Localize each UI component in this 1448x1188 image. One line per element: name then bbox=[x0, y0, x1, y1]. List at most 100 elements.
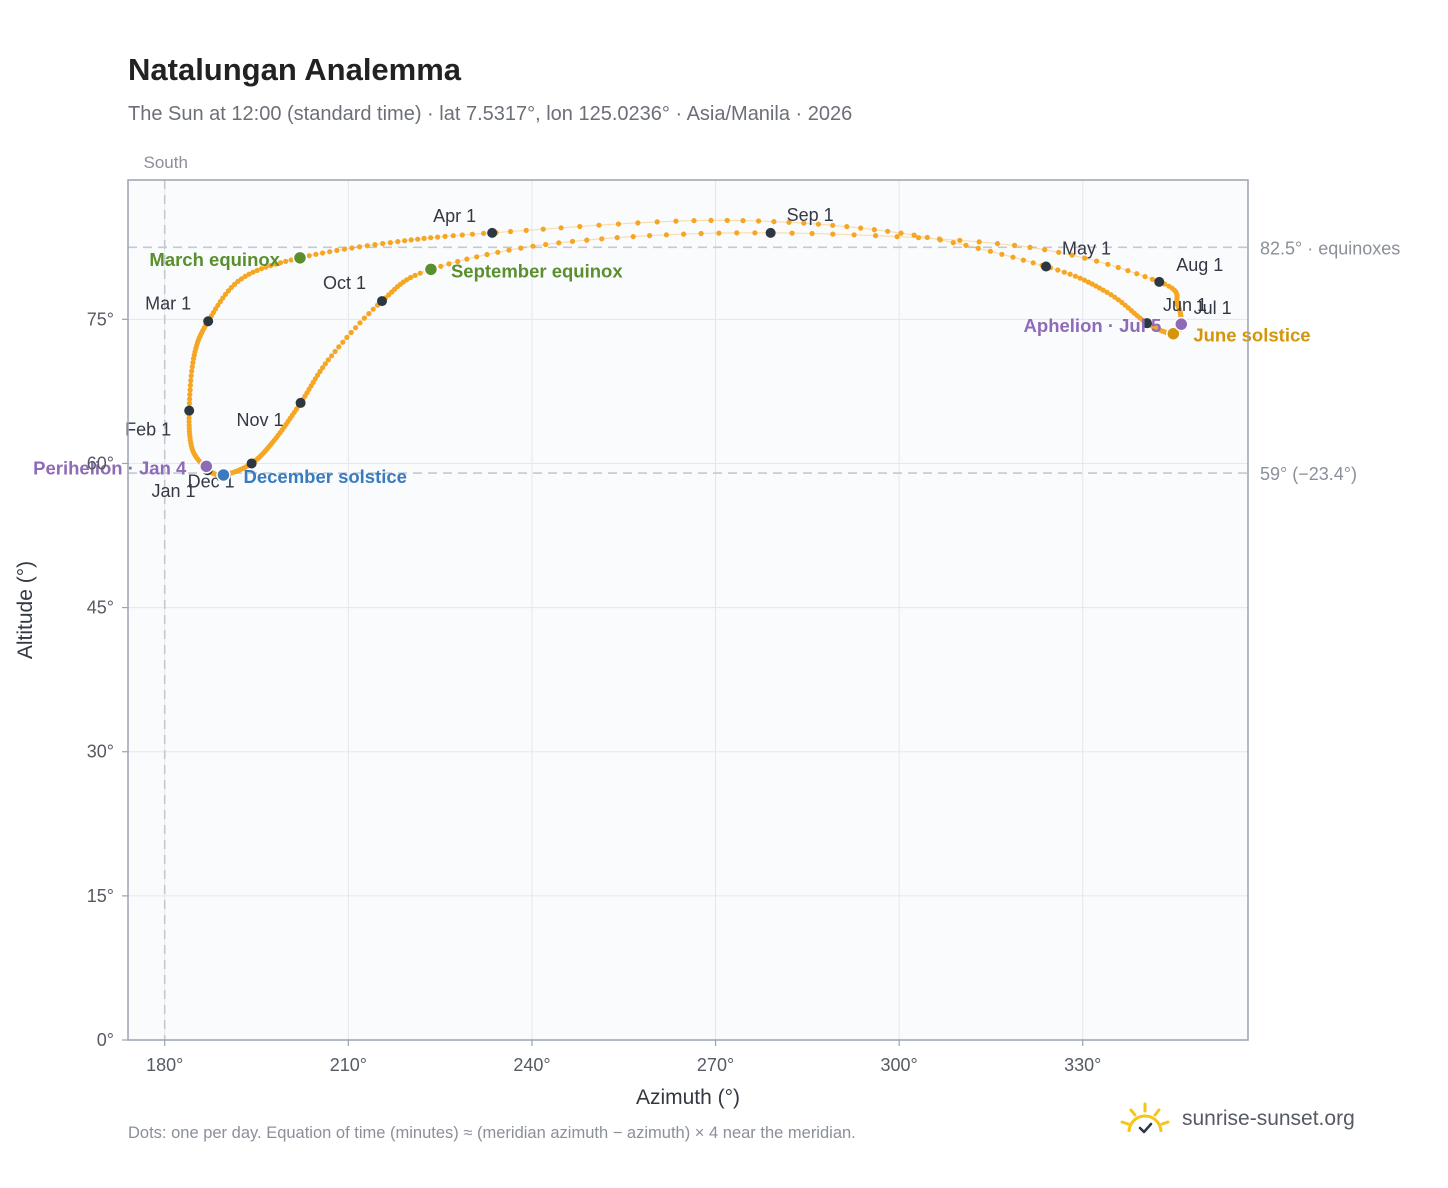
daily-dot bbox=[752, 230, 758, 236]
daily-dot bbox=[851, 232, 857, 238]
event-marker bbox=[216, 467, 231, 483]
daily-dot bbox=[523, 227, 529, 233]
daily-dot bbox=[994, 241, 1001, 247]
x-tick-label: 210° bbox=[330, 1055, 367, 1075]
daily-dot bbox=[558, 225, 564, 231]
daily-dot bbox=[924, 234, 930, 240]
daily-dot bbox=[809, 230, 815, 237]
daily-dot bbox=[830, 231, 836, 237]
month-label: Nov 1 bbox=[237, 410, 284, 430]
y-axis-label: Altitude (°) bbox=[14, 561, 37, 659]
month-marker bbox=[487, 227, 498, 238]
y-tick-label: 15° bbox=[87, 886, 114, 906]
daily-dot bbox=[455, 258, 461, 265]
daily-dot bbox=[481, 230, 487, 236]
month-label: Oct 1 bbox=[323, 273, 366, 293]
daily-dot bbox=[364, 243, 370, 249]
daily-dot bbox=[277, 260, 284, 266]
daily-dot bbox=[320, 250, 326, 256]
daily-dot bbox=[630, 234, 636, 240]
daily-dot bbox=[415, 236, 421, 242]
daily-dot bbox=[254, 267, 260, 273]
daily-dot bbox=[584, 237, 590, 243]
daily-dot bbox=[469, 231, 475, 237]
daily-dot bbox=[329, 353, 335, 359]
daily-dot bbox=[272, 261, 278, 267]
month-marker bbox=[1142, 318, 1153, 329]
daily-dot bbox=[789, 230, 795, 236]
daily-dot bbox=[464, 256, 470, 262]
daily-dot bbox=[188, 377, 194, 384]
daily-dot bbox=[957, 237, 963, 243]
daily-dot bbox=[518, 245, 524, 251]
daily-dot bbox=[238, 276, 245, 282]
daily-dot bbox=[412, 272, 418, 278]
daily-dot bbox=[380, 241, 386, 247]
x-tick-label: 180° bbox=[146, 1055, 183, 1075]
daily-dot bbox=[506, 247, 512, 253]
daily-dot bbox=[408, 237, 414, 243]
daily-dot bbox=[341, 246, 347, 252]
daily-dot bbox=[322, 361, 328, 367]
daily-dot bbox=[344, 334, 350, 340]
event-label: Aphelion · Jul 5 bbox=[1024, 315, 1162, 336]
brand[interactable]: sunrise-sunset.org bbox=[1120, 1102, 1355, 1136]
daily-dot bbox=[698, 230, 704, 237]
daily-dot bbox=[1166, 283, 1172, 289]
daily-dot bbox=[756, 218, 762, 224]
daily-dot bbox=[1042, 247, 1048, 253]
daily-dot bbox=[334, 247, 340, 253]
footnote: Dots: one per day. Equation of time (min… bbox=[128, 1124, 856, 1142]
daily-dot bbox=[395, 239, 401, 245]
daily-dot bbox=[844, 224, 850, 230]
daily-dot bbox=[313, 251, 319, 257]
daily-dot bbox=[663, 232, 670, 238]
daily-dot bbox=[366, 311, 372, 317]
chart-subtitle: The Sun at 12:00 (standard time) · lat 7… bbox=[128, 103, 853, 125]
daily-dot bbox=[1112, 294, 1118, 300]
month-label: May 1 bbox=[1062, 238, 1111, 258]
daily-dot bbox=[325, 357, 331, 363]
daily-dot bbox=[190, 360, 196, 366]
month-marker bbox=[376, 296, 387, 307]
daily-dot bbox=[361, 315, 367, 321]
daily-dot bbox=[1072, 273, 1078, 279]
x-tick-label: 240° bbox=[513, 1055, 550, 1075]
daily-dot bbox=[543, 241, 549, 248]
daily-dot bbox=[387, 240, 393, 246]
daily-dot bbox=[268, 263, 274, 269]
daily-dot bbox=[858, 225, 864, 231]
daily-dot bbox=[673, 218, 679, 224]
daily-dot bbox=[1081, 277, 1087, 283]
daily-dot bbox=[724, 217, 730, 223]
daily-dot bbox=[786, 219, 792, 225]
daily-dot bbox=[894, 234, 900, 240]
daily-dot bbox=[654, 219, 660, 225]
event-label: December solstice bbox=[243, 466, 407, 487]
daily-dot bbox=[936, 236, 943, 242]
month-label: Mar 1 bbox=[145, 293, 191, 313]
daily-dot bbox=[222, 291, 229, 297]
daily-dot bbox=[911, 232, 917, 238]
reference-label: South bbox=[144, 153, 188, 172]
daily-dot bbox=[871, 227, 877, 233]
x-tick-label: 270° bbox=[697, 1055, 734, 1075]
daily-dot bbox=[438, 263, 444, 269]
daily-dot bbox=[372, 242, 378, 248]
daily-dot bbox=[250, 269, 256, 275]
y-tick-label: 60° bbox=[87, 453, 114, 473]
daily-dot bbox=[577, 223, 583, 230]
daily-dot bbox=[357, 244, 363, 250]
daily-dot bbox=[320, 365, 326, 371]
daily-dot bbox=[446, 261, 452, 267]
daily-dot bbox=[188, 373, 194, 379]
daily-dot bbox=[976, 239, 982, 245]
daily-dot bbox=[1069, 252, 1075, 258]
month-marker bbox=[246, 458, 257, 469]
daily-dot bbox=[186, 400, 192, 406]
event-marker bbox=[1166, 326, 1181, 341]
daily-dot bbox=[246, 271, 252, 277]
daily-dot bbox=[442, 233, 448, 239]
daily-dot bbox=[885, 228, 891, 234]
daily-dot bbox=[873, 233, 879, 239]
